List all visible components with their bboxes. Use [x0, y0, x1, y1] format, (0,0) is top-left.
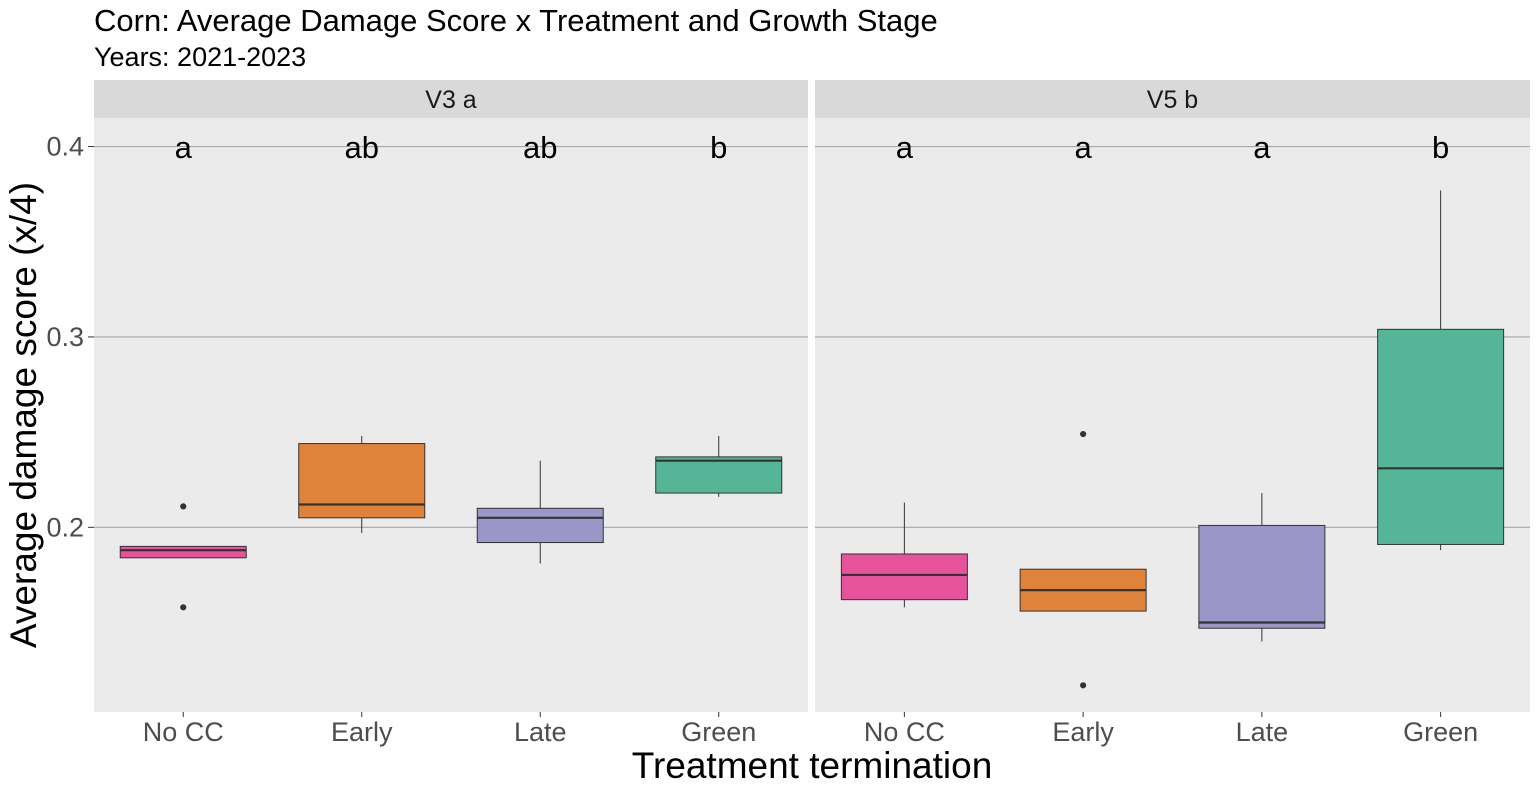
x-tick-label: Early — [1052, 717, 1114, 747]
outlier-point — [180, 604, 187, 611]
box-no-cc: a — [840, 130, 968, 608]
facet-panel-v3: V3 a a ab ab b No CC Early Late Green — [94, 80, 808, 747]
significance-letter: ab — [345, 130, 379, 165]
box-no-cc: a — [119, 130, 247, 611]
x-tick-label: Green — [681, 717, 756, 747]
x-tick-label: No CC — [864, 717, 945, 747]
facet-strip — [815, 80, 1530, 118]
y-tick-label: 0.4 — [46, 132, 84, 162]
significance-letter: b — [710, 130, 727, 165]
significance-letter: b — [1432, 130, 1449, 165]
y-axis: 0.2 0.3 0.4 — [46, 132, 94, 542]
outlier-point — [1080, 430, 1087, 438]
box-iqr — [1377, 328, 1505, 545]
box-late: ab — [476, 130, 604, 564]
panel-background — [94, 118, 808, 712]
significance-letter: a — [1253, 130, 1271, 165]
box-iqr — [840, 553, 968, 601]
x-tick-label: No CC — [143, 717, 224, 747]
box-iqr — [476, 507, 604, 544]
facet-strip-label: V5 b — [1147, 86, 1198, 114]
significance-letter: a — [896, 130, 914, 165]
x-tick-label: Early — [331, 717, 393, 747]
y-tick-label: 0.2 — [46, 512, 84, 542]
significance-letter: ab — [523, 130, 557, 165]
box-iqr — [655, 456, 783, 494]
x-tick-label: Green — [1403, 717, 1478, 747]
x-tick-label: Late — [514, 717, 567, 747]
y-axis-title: Average damage score (x/4) — [3, 182, 44, 648]
outlier-point — [1080, 682, 1087, 689]
box-iqr — [298, 443, 426, 519]
box-green: b — [1377, 130, 1505, 551]
box-late: a — [1198, 130, 1326, 642]
facet-strip — [94, 80, 808, 118]
facet-strip-label: V3 a — [425, 86, 477, 114]
box-green: b — [655, 130, 783, 497]
y-tick-label: 0.3 — [46, 322, 84, 352]
box-iqr — [119, 545, 247, 559]
outlier-point — [180, 503, 187, 510]
significance-letter: a — [175, 130, 193, 165]
significance-letter: a — [1075, 130, 1093, 165]
facet-panel-v5: V5 b a a a b No CC Early Late Green — [815, 80, 1530, 747]
box-early: ab — [298, 130, 426, 534]
x-tick-label: Late — [1236, 717, 1289, 747]
box-early: a — [1019, 130, 1147, 689]
x-axis-title: Treatment termination — [632, 745, 993, 786]
chart-title: Corn: Average Damage Score x Treatment a… — [94, 3, 938, 38]
chart-subtitle: Years: 2021-2023 — [94, 42, 306, 72]
box-iqr — [1198, 524, 1326, 629]
